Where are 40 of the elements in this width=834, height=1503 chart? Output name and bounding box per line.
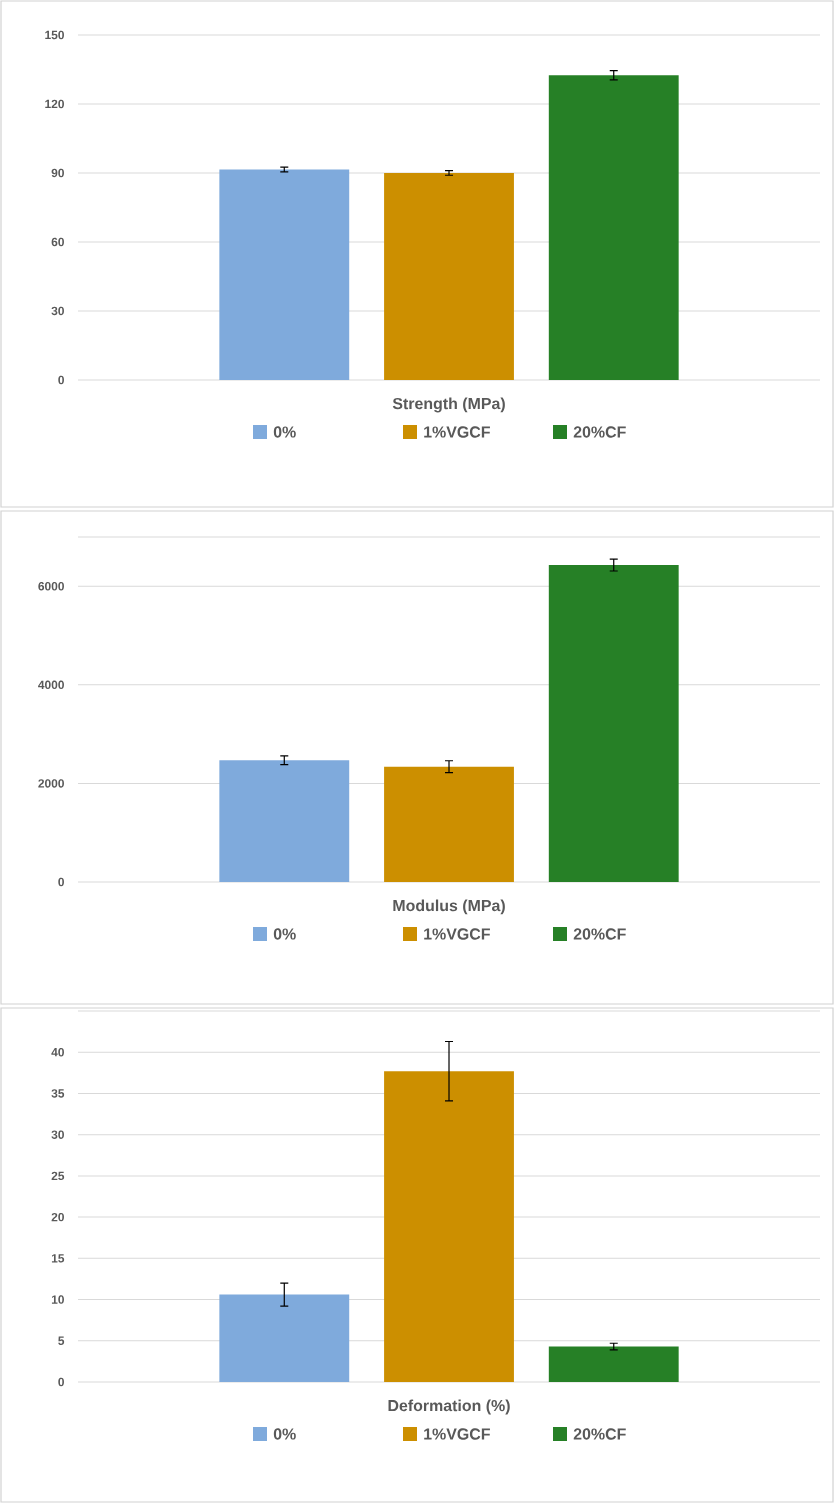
legend-label: 1%VGCF — [424, 1428, 490, 1440]
legend-label: 0% — [273, 1428, 296, 1440]
bar — [219, 760, 350, 882]
bar — [384, 766, 514, 882]
y-tick-label: 10 — [51, 1295, 64, 1304]
legend-label: 20%CF — [573, 928, 626, 940]
legend-label: 20%CF — [573, 426, 626, 438]
y-tick-label: 40 — [51, 1047, 64, 1057]
legend-label: 0% — [273, 426, 296, 438]
bar — [548, 1346, 679, 1382]
legend-label: 0% — [273, 928, 296, 940]
y-tick-label: 6000 — [38, 582, 64, 591]
legend-label: 1%VGCF — [424, 426, 490, 438]
y-tick-label: 0 — [58, 375, 64, 385]
y-tick-label: 2000 — [38, 779, 64, 788]
bar — [548, 75, 679, 380]
y-tick-label: 20 — [51, 1212, 64, 1222]
x-tick-label: Deformation (%) — [388, 1399, 510, 1415]
y-tick-label: 5 — [58, 1336, 65, 1345]
bar — [548, 565, 679, 882]
bar — [219, 169, 350, 380]
y-tick-label: 60 — [51, 237, 64, 247]
bar — [384, 172, 514, 380]
y-tick-label: 90 — [51, 168, 64, 178]
legend-label: 1%VGCF — [424, 928, 490, 940]
y-tick-label: 4000 — [38, 680, 64, 690]
x-tick-label: Strength (MPa) — [392, 397, 505, 413]
y-tick-label: 30 — [51, 306, 64, 316]
y-tick-label: 0 — [58, 1377, 64, 1387]
y-tick-label: 150 — [45, 30, 64, 40]
y-tick-label: 120 — [45, 99, 64, 109]
y-tick-label: 15 — [51, 1254, 65, 1263]
y-tick-label: 25 — [51, 1171, 65, 1181]
x-tick-label: Modulus (MPa) — [393, 899, 505, 915]
y-tick-label: 35 — [51, 1089, 65, 1098]
y-tick-label: 30 — [51, 1130, 64, 1139]
legend-label: 20%CF — [573, 1428, 626, 1440]
y-tick-label: 0 — [58, 877, 64, 887]
bar — [219, 1294, 350, 1382]
bar — [384, 1071, 514, 1382]
